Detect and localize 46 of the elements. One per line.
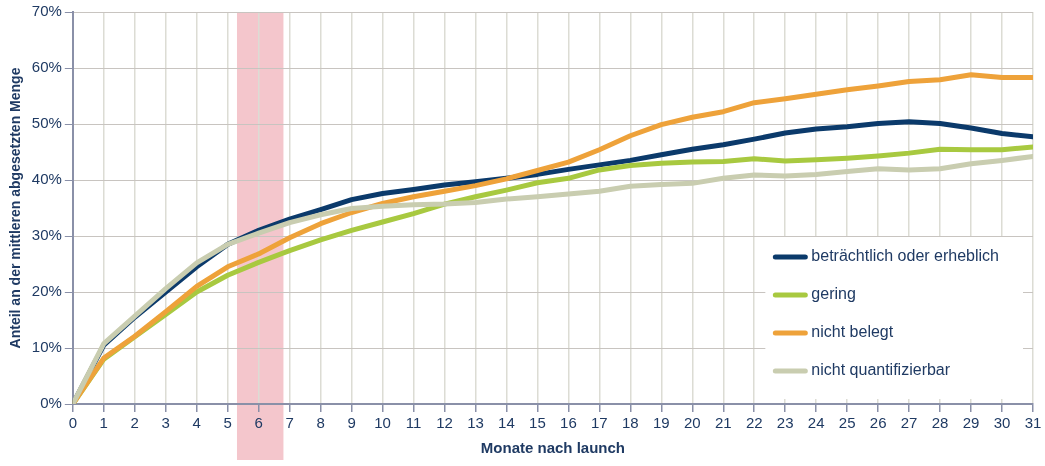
x-tick-label: 1	[99, 414, 108, 432]
x-tick-label: 18	[622, 414, 639, 432]
x-tick-label: 6	[254, 414, 263, 432]
x-tick-label: 26	[869, 414, 887, 432]
y-tick-label: 10%	[31, 338, 62, 356]
y-tick-label: 0%	[40, 394, 62, 412]
x-axis-title: Monate nach launch	[480, 439, 625, 457]
legend-label: nicht belegt	[811, 323, 894, 341]
y-tick-label: 30%	[31, 226, 62, 244]
x-tick-label: 29	[962, 414, 980, 432]
x-tick-label: 22	[745, 414, 763, 432]
x-tick-label: 21	[714, 414, 732, 432]
y-tick-label: 60%	[31, 58, 62, 76]
x-tick-label: 5	[223, 414, 232, 432]
x-tick-label: 0	[68, 414, 77, 432]
y-axis-title: Anteil an der mittleren abgesetzten Menge	[7, 67, 24, 349]
x-tick-label: 10	[374, 414, 391, 432]
x-tick-label: 25	[838, 414, 856, 432]
x-tick-label: 24	[807, 414, 825, 432]
x-tick-label: 7	[285, 414, 294, 432]
x-tick-label: 19	[652, 414, 670, 432]
x-tick-label: 3	[161, 414, 170, 432]
x-tick-label: 28	[931, 414, 949, 432]
x-tick-label: 15	[529, 414, 546, 432]
legend-label: gering	[811, 285, 856, 303]
x-tick-label: 23	[776, 414, 794, 432]
x-tick-label: 31	[1024, 414, 1042, 432]
y-tick-label: 20%	[31, 282, 62, 300]
x-tick-label: 4	[192, 414, 201, 432]
x-tick-label: 20	[683, 414, 701, 432]
y-tick-label: 40%	[31, 170, 62, 188]
y-tick-label: 50%	[31, 114, 62, 132]
x-tick-label: 2	[130, 414, 139, 432]
x-tick-label: 27	[900, 414, 918, 432]
x-tick-label: 9	[347, 414, 356, 432]
x-tick-label: 11	[405, 414, 422, 432]
legend-label: beträchtlich oder erheblich	[811, 247, 1000, 265]
x-tick-label: 12	[436, 414, 453, 432]
x-tick-label: 16	[560, 414, 577, 432]
x-tick-label: 13	[467, 414, 484, 432]
legend-label: nicht quantifizierbar	[811, 361, 951, 379]
y-tick-label: 70%	[31, 2, 62, 20]
x-tick-label: 30	[993, 414, 1011, 432]
x-tick-label: 17	[591, 414, 608, 432]
x-tick-label: 8	[316, 414, 325, 432]
x-tick-label: 14	[498, 414, 515, 432]
